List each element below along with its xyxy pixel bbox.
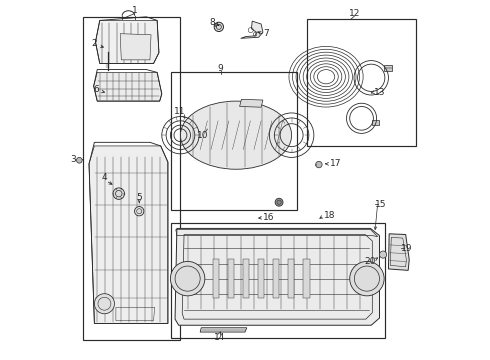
Text: 9: 9 — [218, 64, 223, 73]
Text: 8: 8 — [210, 18, 216, 27]
Bar — [371, 121, 379, 126]
FancyArrowPatch shape — [181, 232, 371, 234]
Text: 17: 17 — [330, 159, 341, 168]
Circle shape — [171, 261, 205, 296]
Circle shape — [135, 207, 144, 216]
Circle shape — [95, 294, 115, 314]
Text: 10: 10 — [196, 131, 208, 140]
Circle shape — [379, 251, 387, 258]
Bar — [83, 17, 180, 339]
Polygon shape — [200, 328, 247, 332]
Text: 12: 12 — [349, 9, 360, 18]
Polygon shape — [303, 259, 310, 298]
Text: 16: 16 — [263, 213, 274, 222]
Polygon shape — [120, 34, 151, 60]
Text: 6: 6 — [93, 85, 99, 94]
Polygon shape — [258, 259, 265, 298]
Polygon shape — [175, 228, 379, 325]
Circle shape — [316, 161, 322, 168]
Bar — [172, 72, 297, 211]
Text: 18: 18 — [323, 211, 335, 220]
Circle shape — [275, 198, 283, 206]
Polygon shape — [96, 21, 159, 63]
Polygon shape — [288, 259, 294, 298]
Polygon shape — [243, 259, 249, 298]
Circle shape — [113, 188, 124, 199]
Polygon shape — [241, 21, 263, 39]
Text: 4: 4 — [101, 173, 107, 182]
Bar — [172, 223, 385, 338]
Text: 7: 7 — [263, 29, 269, 38]
Circle shape — [76, 157, 82, 163]
Text: 2: 2 — [91, 39, 97, 48]
Polygon shape — [213, 259, 219, 298]
Circle shape — [350, 261, 384, 296]
Polygon shape — [228, 259, 234, 298]
Text: 19: 19 — [401, 244, 412, 253]
Text: 14: 14 — [214, 333, 225, 342]
Polygon shape — [240, 99, 263, 107]
Text: 5: 5 — [136, 193, 142, 202]
Polygon shape — [389, 234, 409, 270]
Circle shape — [214, 22, 223, 32]
Polygon shape — [273, 259, 279, 298]
Polygon shape — [89, 146, 168, 323]
Bar — [384, 65, 392, 71]
Text: 11: 11 — [173, 107, 185, 116]
Text: 15: 15 — [375, 200, 386, 209]
Circle shape — [277, 200, 281, 204]
Text: 13: 13 — [374, 87, 385, 96]
Polygon shape — [94, 72, 162, 101]
Ellipse shape — [180, 101, 292, 169]
Text: 20: 20 — [364, 257, 375, 266]
Text: 1: 1 — [132, 6, 137, 15]
Text: 3: 3 — [71, 155, 76, 164]
Bar — [307, 19, 416, 146]
